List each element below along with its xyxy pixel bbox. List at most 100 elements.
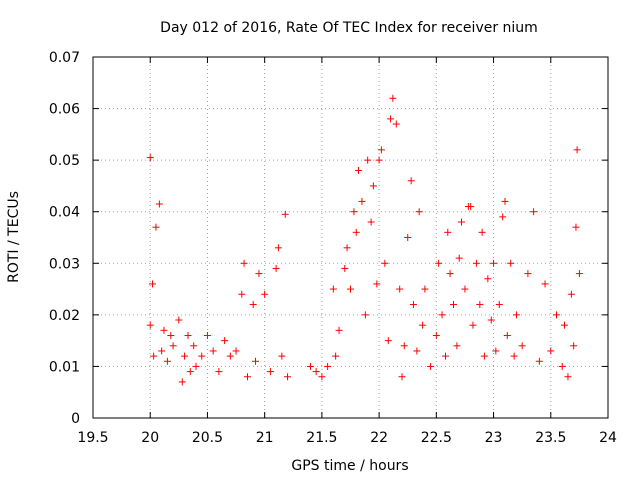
data-point <box>240 259 248 267</box>
data-point <box>255 270 263 278</box>
data-point <box>332 352 340 360</box>
data-point <box>396 285 404 293</box>
data-point <box>178 378 186 386</box>
chart-title: Day 012 of 2016, Rate Of TEC Index for r… <box>160 20 538 36</box>
data-point <box>221 337 229 345</box>
data-point <box>261 290 269 298</box>
y-tick-label: 0 <box>71 411 80 427</box>
data-point <box>343 244 351 252</box>
x-tick-label: 21 <box>256 430 274 446</box>
data-point <box>553 311 560 319</box>
data-point <box>281 210 289 218</box>
data-point <box>284 373 292 381</box>
y-tick-label: 0.07 <box>49 50 80 66</box>
data-point <box>373 280 381 288</box>
y-tick-label: 0.01 <box>49 359 80 375</box>
data-point <box>499 213 507 221</box>
data-point <box>490 259 498 267</box>
data-point <box>404 234 412 241</box>
x-tick-label: 23.5 <box>535 430 566 446</box>
data-point <box>203 331 211 339</box>
data-point <box>535 357 543 365</box>
data-point <box>467 203 475 211</box>
data-point <box>421 285 429 293</box>
data-point <box>167 331 175 339</box>
data-point <box>472 259 480 267</box>
data-point <box>476 301 484 309</box>
data-point <box>570 342 578 350</box>
data-point <box>367 218 375 226</box>
data-point <box>249 301 257 309</box>
data-point <box>152 223 160 231</box>
data-point <box>361 311 369 319</box>
data-point <box>575 270 583 278</box>
data-point <box>507 259 515 267</box>
data-point <box>175 316 183 324</box>
data-point <box>530 208 538 216</box>
data-point <box>381 259 389 267</box>
data-point <box>278 352 286 360</box>
data-point <box>573 146 581 154</box>
data-point <box>541 280 549 288</box>
data-point <box>150 352 158 360</box>
data-point <box>169 342 177 350</box>
data-points <box>146 94 583 386</box>
data-point <box>547 347 555 355</box>
data-point <box>458 218 466 226</box>
x-tick-label: 21.5 <box>306 430 337 446</box>
data-point <box>341 264 349 272</box>
data-point <box>364 156 372 164</box>
data-point <box>192 362 200 370</box>
data-point <box>392 120 400 128</box>
data-point <box>146 154 154 162</box>
data-point <box>190 342 198 350</box>
data-point <box>558 362 566 370</box>
data-point <box>186 368 194 376</box>
data-point <box>272 264 280 272</box>
data-point <box>492 347 500 355</box>
data-point <box>469 321 477 329</box>
data-point <box>478 228 486 236</box>
x-tick-label: 20 <box>141 430 159 446</box>
data-point <box>209 347 217 355</box>
data-point <box>444 228 452 236</box>
data-point <box>163 357 171 365</box>
data-point <box>352 228 360 236</box>
data-point <box>518 342 526 350</box>
data-point <box>358 197 366 205</box>
data-point <box>158 347 166 355</box>
data-point <box>198 352 206 360</box>
data-point <box>435 259 443 267</box>
data-point <box>335 326 343 334</box>
plot-frame <box>92 56 609 419</box>
data-point <box>455 254 463 262</box>
data-point <box>384 337 392 345</box>
data-point <box>377 146 385 154</box>
y-tick-label: 0.04 <box>49 205 80 221</box>
data-point <box>407 177 415 185</box>
data-point <box>572 223 580 231</box>
data-point <box>244 373 251 381</box>
data-point <box>215 368 223 376</box>
y-tick-label: 0.03 <box>49 256 80 272</box>
data-point <box>389 94 397 102</box>
data-point <box>347 285 354 293</box>
data-point <box>438 311 446 319</box>
data-point <box>146 321 154 329</box>
data-point <box>564 373 572 381</box>
data-point <box>184 331 192 339</box>
x-tick-label: 22 <box>370 430 388 446</box>
y-tick-label: 0.06 <box>49 102 80 118</box>
data-point <box>266 368 274 376</box>
data-point <box>312 368 320 376</box>
data-point <box>324 362 332 370</box>
data-point <box>487 316 495 324</box>
data-point <box>450 301 457 309</box>
x-tick-label: 19.5 <box>77 430 108 446</box>
data-point <box>484 275 492 283</box>
data-point <box>453 342 461 350</box>
data-point <box>306 362 314 370</box>
data-point <box>160 326 168 334</box>
y-tick-label: 0.02 <box>49 308 80 324</box>
